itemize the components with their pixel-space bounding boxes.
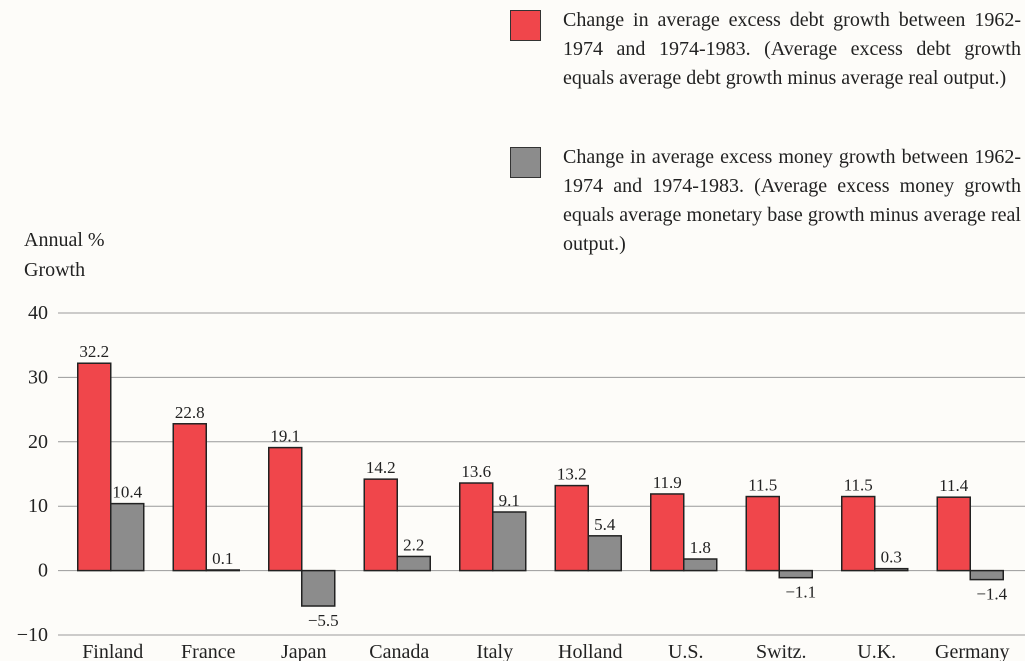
data-label: 13.2: [557, 465, 587, 484]
bar: [554, 484, 589, 572]
data-label: 1.8: [690, 538, 711, 557]
data-label: 22.8: [175, 403, 205, 422]
x-tick-label: Switz.: [756, 641, 807, 661]
data-label: 11.5: [748, 476, 777, 495]
y-tick-label: 40: [28, 302, 48, 324]
x-tick-label: U.S.: [668, 641, 704, 661]
x-tick-label: Japan: [281, 641, 327, 661]
data-label: 9.1: [499, 491, 520, 510]
legend-swatch: [510, 10, 541, 41]
bar: [459, 482, 494, 572]
bar: [77, 362, 112, 572]
x-tick-label: Germany: [935, 641, 1009, 661]
data-label: 0.3: [881, 548, 902, 567]
y-tick-label: 10: [28, 495, 48, 517]
y-axis-label: Annual % Growth: [24, 229, 105, 281]
x-tick-label: U.K.: [857, 641, 896, 661]
data-label: 11.4: [939, 476, 969, 495]
legend-label: Change in average excess debt growth bet…: [563, 9, 1021, 89]
data-label: 5.4: [594, 515, 616, 534]
legend-label: Change in average excess money growth be…: [563, 146, 1021, 255]
data-label: 11.9: [653, 473, 682, 492]
bar: [841, 495, 876, 572]
bar: [650, 493, 685, 572]
y-tick-label: 30: [28, 366, 48, 388]
y-tick-label: 0: [38, 560, 48, 582]
bar: [936, 496, 971, 572]
bar: [172, 423, 207, 572]
x-tick-label: France: [181, 641, 236, 661]
bar: [301, 569, 336, 607]
data-label: 0.1: [212, 549, 233, 568]
bar: [110, 502, 145, 572]
bar: [268, 446, 303, 572]
data-label: 14.2: [366, 458, 396, 477]
data-label: 11.5: [844, 476, 873, 495]
data-label: −1.1: [785, 583, 816, 602]
y-tick-label: −10: [17, 624, 48, 646]
data-label: 13.6: [461, 462, 491, 481]
bar: [587, 535, 622, 572]
x-tick-label: Holland: [558, 641, 622, 661]
data-label: 10.4: [112, 483, 142, 502]
bar: [874, 567, 909, 572]
x-tick-label: Canada: [369, 641, 429, 661]
data-label: 19.1: [270, 427, 300, 446]
data-label: 32.2: [79, 342, 109, 361]
y-tick-label: 20: [28, 431, 48, 453]
bar: [745, 495, 780, 572]
bar: [969, 569, 1004, 581]
bar: [396, 555, 431, 572]
bar: [363, 478, 398, 572]
x-tick-label: Italy: [476, 641, 513, 661]
bar: [683, 558, 718, 572]
bar: [205, 569, 240, 572]
data-label: −1.4: [976, 585, 1007, 604]
x-tick-label: Finland: [82, 641, 143, 661]
legend-swatch: [510, 147, 541, 178]
data-label: 2.2: [403, 535, 424, 554]
bar: [492, 511, 527, 572]
data-label: −5.5: [308, 611, 339, 630]
bar: [778, 569, 813, 579]
